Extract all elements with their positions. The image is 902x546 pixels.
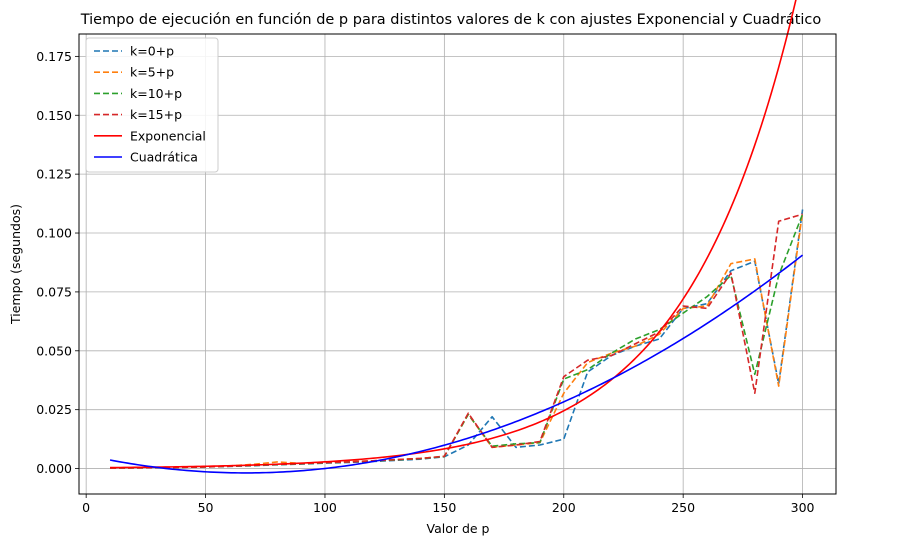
series-line-k-10-p xyxy=(110,213,804,469)
legend-label: k=5+p xyxy=(130,65,174,80)
legend-label: k=15+p xyxy=(130,107,182,122)
x-tick-label: 250 xyxy=(671,500,695,515)
series-line-exponencial xyxy=(110,0,797,469)
plot-lines xyxy=(109,0,804,474)
legend-label: k=10+p xyxy=(130,86,182,101)
y-tick-label: 0.025 xyxy=(36,402,72,417)
series-line-k-0-p xyxy=(110,209,804,469)
series-line-cuadratica xyxy=(109,254,804,474)
y-tick-label: 0.100 xyxy=(36,226,72,241)
series-line-k-5-p xyxy=(110,211,804,469)
x-tick-label: 100 xyxy=(313,500,337,515)
series-line-k-15-p xyxy=(110,213,803,469)
legend-label: Cuadrática xyxy=(130,150,198,165)
x-tick-label: 0 xyxy=(82,500,90,515)
x-axis-label: Valor de p xyxy=(426,521,489,536)
chart-title: Tiempo de ejecución en función de p para… xyxy=(80,12,822,28)
legend-box xyxy=(85,37,219,173)
y-tick-label: 0.000 xyxy=(36,461,72,476)
x-tick-label: 150 xyxy=(432,500,456,515)
y-tick-label: 0.125 xyxy=(36,167,72,182)
grid xyxy=(79,34,836,494)
y-tick-label: 0.150 xyxy=(36,108,72,123)
y-tick-label: 0.175 xyxy=(36,49,72,64)
legend-label: k=0+p xyxy=(130,44,174,59)
x-tick-label: 50 xyxy=(198,500,214,515)
legend: k=0+p k=5+p k=10+p k=15+p Exponencial Cuadrát… xyxy=(85,37,219,173)
x-tick-label: 200 xyxy=(552,500,576,515)
x-axis: 0 50 100 150 200 250 300 xyxy=(82,494,815,515)
legend-label: Exponencial xyxy=(130,128,206,143)
y-axis: 0.000 0.025 0.050 0.075 0.100 0.125 0.150 0.175 xyxy=(36,49,79,476)
y-tick-label: 0.050 xyxy=(36,343,72,358)
y-tick-label: 0.075 xyxy=(36,284,72,299)
x-tick-label: 300 xyxy=(791,500,815,515)
y-axis-label: Tiempo (segundos) xyxy=(8,204,23,325)
plot-frame xyxy=(78,33,837,495)
